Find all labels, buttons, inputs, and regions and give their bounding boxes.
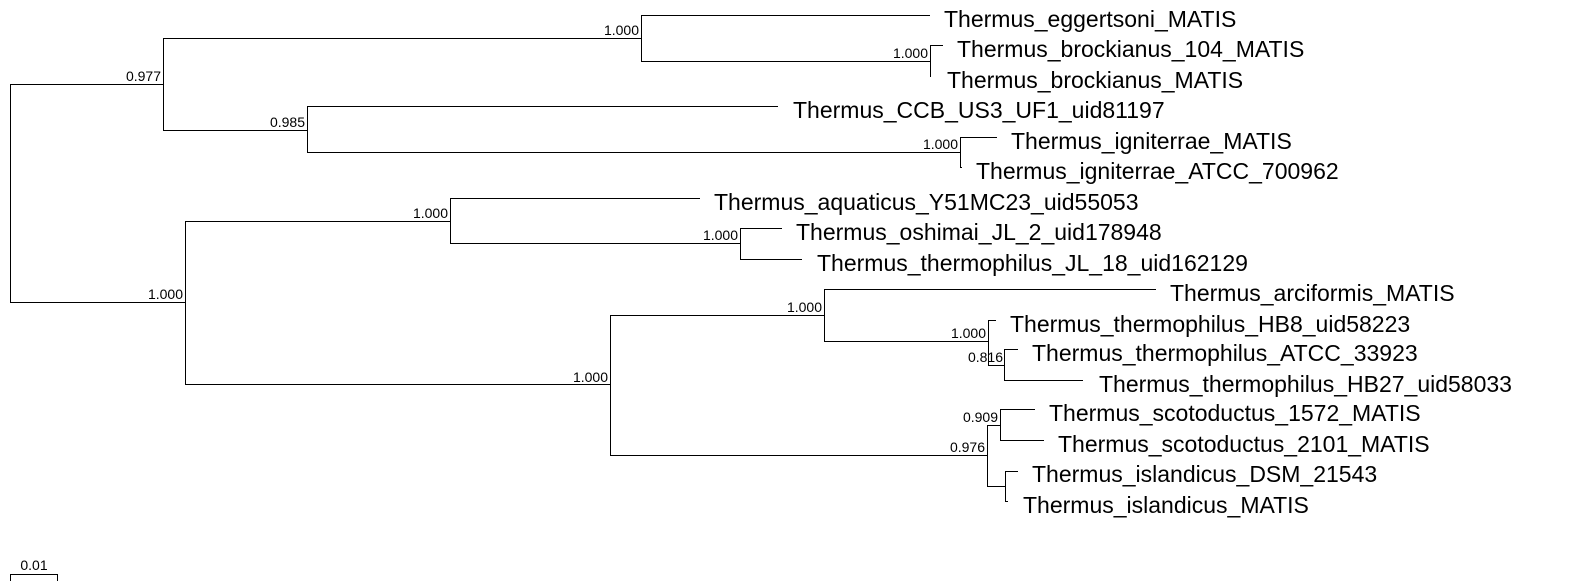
taxon-label: Thermus_scotoductus_1572_MATIS xyxy=(1049,400,1421,426)
taxon-label: Thermus_aquaticus_Y51MC23_uid55053 xyxy=(714,189,1139,215)
support-oshimai-jl18: 1.000 xyxy=(703,227,738,243)
support-root-upper: 0.977 xyxy=(126,68,161,84)
support-values: 0.977 1.000 1.000 0.985 1.000 1.000 1.00… xyxy=(126,22,1003,455)
taxon-label: Thermus_brockianus_104_MATIS xyxy=(957,36,1304,62)
support-igniterrae-pair: 1.000 xyxy=(923,136,958,152)
support-scotoductus-pair: 0.909 xyxy=(963,409,998,425)
support-aquaticus-group: 1.000 xyxy=(413,205,448,221)
taxon-label: Thermus_brockianus_MATIS xyxy=(947,67,1243,93)
tree-branches xyxy=(10,15,1156,502)
taxon-label: Thermus_thermophilus_HB8_uid58223 xyxy=(1010,311,1410,337)
support-brockianus-pair: 1.000 xyxy=(893,45,928,61)
support-arciformis-thermophilus: 1.000 xyxy=(787,299,822,315)
support-ccb-igniterrae: 0.985 xyxy=(270,114,305,130)
support-hb8-group: 1.000 xyxy=(951,325,986,341)
taxon-label: Thermus_arciformis_MATIS xyxy=(1170,280,1455,306)
taxon-label: Thermus_CCB_US3_UF1_uid81197 xyxy=(793,97,1165,123)
taxon-label: Thermus_thermophilus_ATCC_33923 xyxy=(1032,340,1418,366)
taxon-label: Thermus_scotoductus_2101_MATIS xyxy=(1058,431,1430,457)
support-scotoductus-islandicus: 0.976 xyxy=(950,439,985,455)
support-arciformis-scotoductus: 1.000 xyxy=(573,369,608,385)
support-atcc-hb27: 0.816 xyxy=(968,349,1003,365)
taxon-label: Thermus_thermophilus_JL_18_uid162129 xyxy=(817,250,1248,276)
taxon-label: Thermus_eggertsoni_MATIS xyxy=(944,6,1236,32)
support-eggertsoni-brockianus: 1.000 xyxy=(604,22,639,38)
taxon-label: Thermus_islandicus_DSM_21543 xyxy=(1032,461,1377,487)
taxon-label: Thermus_islandicus_MATIS xyxy=(1023,492,1309,518)
scale-bar-label: 0.01 xyxy=(20,557,47,573)
taxon-label: Thermus_igniterrae_ATCC_700962 xyxy=(976,158,1339,184)
taxon-label: Thermus_igniterrae_MATIS xyxy=(1011,128,1292,154)
taxon-labels: Thermus_eggertsoni_MATIS Thermus_brockia… xyxy=(714,6,1512,518)
scale-bar: 0.01 xyxy=(10,557,58,581)
support-root-lower: 1.000 xyxy=(148,286,183,302)
taxon-label: Thermus_thermophilus_HB27_uid58033 xyxy=(1099,371,1512,397)
taxon-label: Thermus_oshimai_JL_2_uid178948 xyxy=(796,219,1162,245)
